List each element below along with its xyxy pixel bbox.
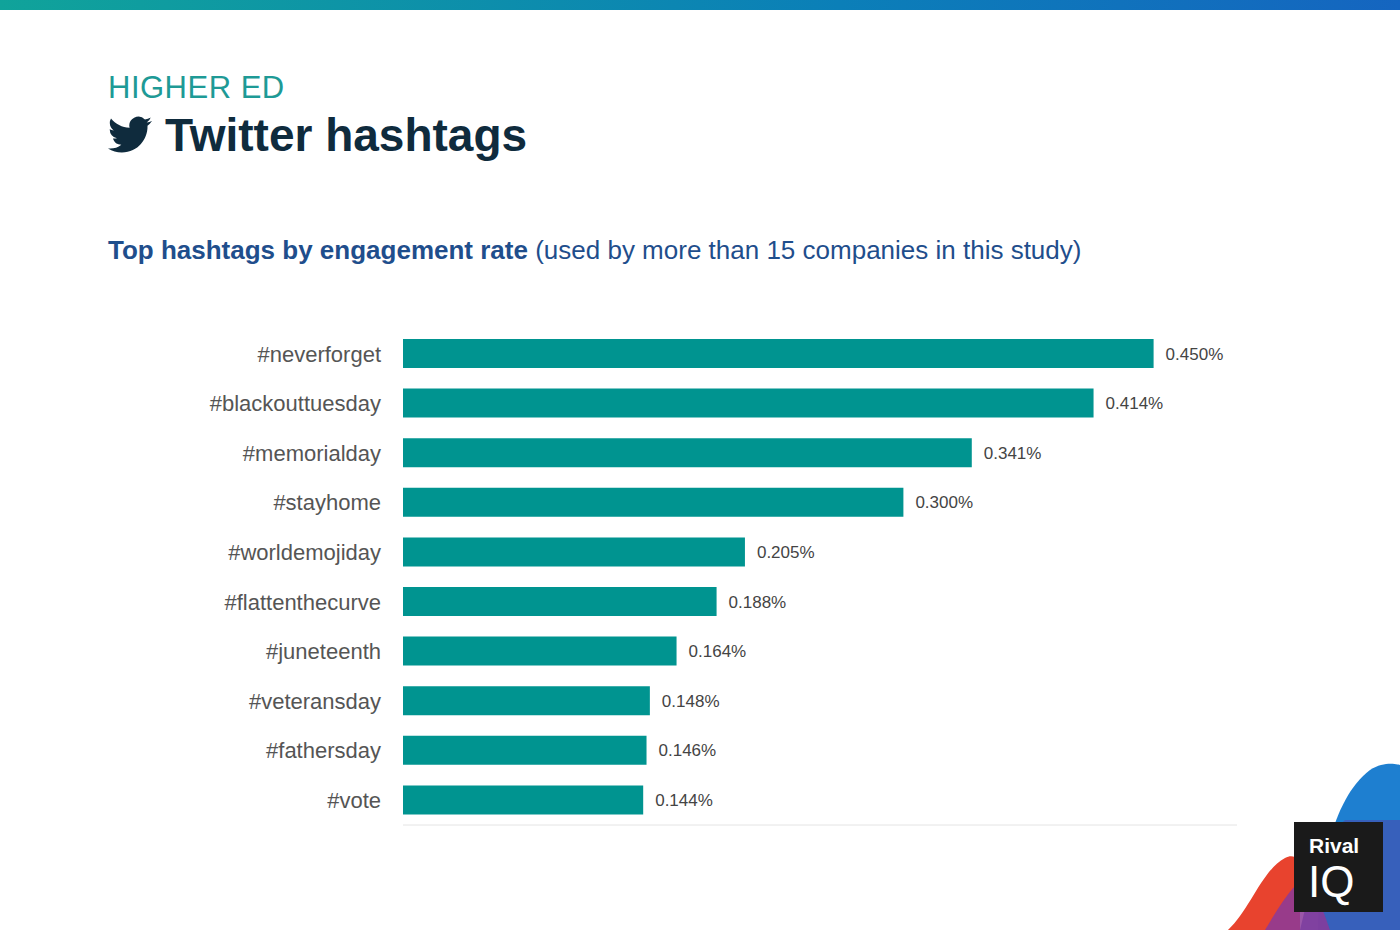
svg-text:#flattenthecurve: #flattenthecurve <box>224 590 381 615</box>
svg-text:Rival: Rival <box>1309 834 1359 857</box>
svg-text:#stayhome: #stayhome <box>273 490 381 515</box>
svg-text:#veteransday: #veteransday <box>249 689 381 714</box>
svg-text:#juneteenth: #juneteenth <box>266 639 381 664</box>
svg-text:0.450%: 0.450% <box>1166 345 1224 364</box>
html-text:Twitter hashtags: Twitter hashtags <box>165 109 528 161</box>
svg-text:0.300%: 0.300% <box>915 493 973 512</box>
html-text:HIGHER ED: HIGHER ED <box>108 70 285 105</box>
svg-text:#fathersday: #fathersday <box>266 738 381 763</box>
svg-text:0.414%: 0.414% <box>1106 394 1164 413</box>
svg-text:#vote: #vote <box>327 788 381 813</box>
html-text:Top hashtags by engagement rat: Top hashtags by engagement rate (used by… <box>108 235 1082 265</box>
svg-text:#blackouttuesday: #blackouttuesday <box>210 391 381 416</box>
svg-text:0.144%: 0.144% <box>655 791 713 810</box>
svg-text:0.205%: 0.205% <box>757 543 815 562</box>
svg-text:0.164%: 0.164% <box>689 642 747 661</box>
svg-text:IQ: IQ <box>1308 857 1354 906</box>
svg-text:#neverforget: #neverforget <box>257 342 381 367</box>
svg-text:#worldemojiday: #worldemojiday <box>228 540 381 565</box>
svg-text:#memorialday: #memorialday <box>243 441 381 466</box>
svg-text:0.148%: 0.148% <box>662 692 720 711</box>
svg-text:0.188%: 0.188% <box>729 593 787 612</box>
svg-text:0.341%: 0.341% <box>984 444 1042 463</box>
svg-text:0.146%: 0.146% <box>659 741 717 760</box>
